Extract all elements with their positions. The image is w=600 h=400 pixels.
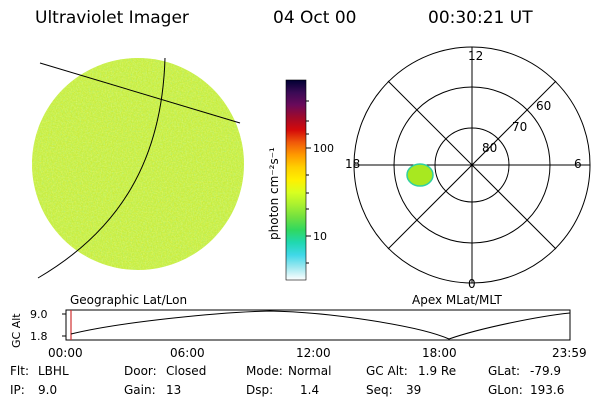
- mlt-label-0: 0: [468, 277, 476, 291]
- polar-plot: [353, 46, 591, 284]
- lat-label-60: 60: [536, 99, 551, 113]
- status-label: GC Alt:: [366, 364, 408, 378]
- mode-value: Normal: [288, 364, 332, 378]
- colorbar-tick-label: 100: [313, 142, 334, 155]
- seq-value: 39: [406, 383, 422, 397]
- timeline-tick: 06:00: [170, 346, 205, 360]
- timeline-y-bottom: 1.8: [30, 330, 48, 343]
- geo-grid-line: [39, 62, 241, 124]
- status-label: Door:: [124, 364, 157, 378]
- instrument-title: Ultraviolet Imager: [35, 8, 189, 28]
- mlt-label-12: 12: [468, 49, 483, 63]
- status-label: IP:: [10, 383, 25, 397]
- lat-label-80: 80: [482, 141, 497, 155]
- status-label: Flt:: [10, 364, 29, 378]
- colorbar: 100 10 photon cm⁻²s⁻¹: [267, 79, 334, 281]
- auroral-blob: [406, 163, 434, 187]
- gc-alt-value: 1.9 Re: [418, 364, 457, 378]
- timeline-tick: 00:00: [48, 346, 83, 360]
- mlt-label-18: 18: [345, 157, 360, 171]
- door-value: Closed: [166, 364, 207, 378]
- glon-value: 193.6: [530, 383, 565, 397]
- timeline-tick: 18:00: [422, 346, 457, 360]
- geographic-image: [32, 57, 244, 279]
- dsp-value: 1.4: [300, 383, 320, 397]
- status-label: GLon:: [488, 383, 523, 397]
- timeline-frame: [65, 309, 571, 341]
- ip-value: 9.0: [38, 383, 58, 397]
- colorbar-unit-label: photon cm⁻²s⁻¹: [267, 147, 281, 240]
- filter-value: LBHL: [38, 364, 69, 378]
- gain-value: 13: [166, 383, 182, 397]
- colorbar-tick-label: 10: [313, 230, 327, 243]
- timeline-tick: 23:59: [552, 346, 587, 360]
- status-label: Seq:: [366, 383, 393, 397]
- timeline-ylabel: GC Alt: [10, 313, 23, 348]
- colorbar-scale: [285, 79, 307, 281]
- observation-time: 00:30:21 UT: [428, 8, 533, 28]
- glat-value: -79.9: [530, 364, 562, 378]
- altitude-curve: [70, 310, 571, 340]
- polar-panel-label: Apex MLat/MLT: [412, 293, 502, 307]
- status-label: Dsp:: [246, 383, 274, 397]
- timeline-tick: 12:00: [296, 346, 331, 360]
- mlt-label-6: 6: [574, 157, 582, 171]
- observation-date: 04 Oct 00: [273, 8, 357, 28]
- altitude-timeline: GC Alt 9.0 1.8 00:00 06:00 12:00 18:00 2…: [10, 308, 587, 360]
- timeline-y-top: 9.0: [30, 308, 48, 321]
- geo-grid-line: [37, 57, 166, 279]
- status-label: Gain:: [124, 383, 156, 397]
- lat-label-70: 70: [512, 120, 527, 134]
- status-label: GLat:: [488, 364, 521, 378]
- geo-panel-label: Geographic Lat/Lon: [70, 293, 187, 307]
- status-label: Mode:: [246, 364, 283, 378]
